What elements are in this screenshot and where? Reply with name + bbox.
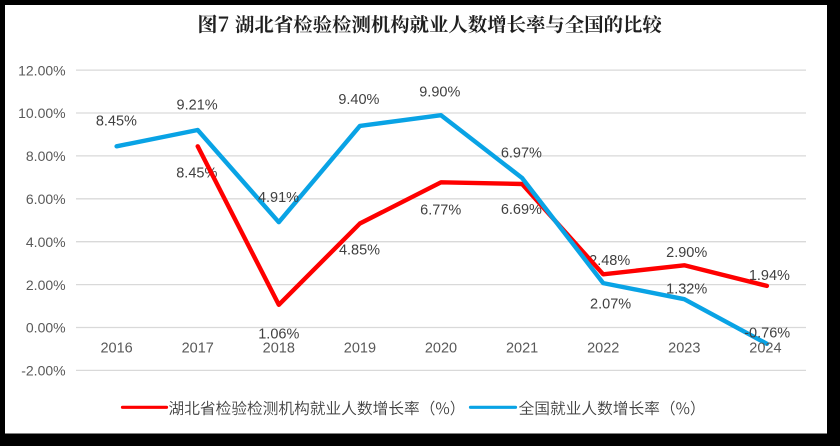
svg-text:2.90%: 2.90% (666, 245, 707, 261)
svg-text:2.00%: 2.00% (26, 277, 66, 293)
svg-text:2017: 2017 (182, 341, 214, 357)
svg-text:2016: 2016 (100, 341, 132, 357)
svg-text:2024: 2024 (749, 341, 781, 357)
svg-text:6.77%: 6.77% (420, 203, 461, 219)
svg-text:6.69%: 6.69% (501, 202, 542, 218)
svg-text:6.97%: 6.97% (501, 145, 542, 161)
svg-text:0.00%: 0.00% (26, 320, 66, 336)
svg-text:4.91%: 4.91% (258, 190, 299, 206)
svg-text:1.94%: 1.94% (749, 268, 790, 284)
svg-text:9.90%: 9.90% (419, 84, 460, 100)
svg-text:8.00%: 8.00% (26, 148, 66, 164)
svg-text:9.40%: 9.40% (338, 92, 379, 108)
svg-text:6.00%: 6.00% (26, 191, 66, 207)
svg-text:1.32%: 1.32% (666, 281, 707, 297)
svg-text:2023: 2023 (668, 341, 700, 357)
svg-text:-0.76%: -0.76% (744, 326, 790, 342)
svg-text:2022: 2022 (587, 341, 619, 357)
svg-text:2020: 2020 (425, 341, 457, 357)
svg-text:1.06%: 1.06% (258, 326, 299, 342)
svg-text:2019: 2019 (344, 341, 376, 357)
svg-text:2018: 2018 (263, 341, 295, 357)
svg-text:10.00%: 10.00% (18, 105, 65, 121)
svg-text:4.85%: 4.85% (339, 243, 380, 259)
svg-text:9.21%: 9.21% (177, 97, 218, 113)
svg-text:-2.00%: -2.00% (21, 363, 65, 379)
svg-text:12.00%: 12.00% (18, 62, 65, 78)
svg-text:2.07%: 2.07% (590, 297, 631, 313)
svg-text:2.48%: 2.48% (589, 253, 630, 269)
svg-text:4.00%: 4.00% (26, 234, 66, 250)
svg-text:8.45%: 8.45% (96, 113, 137, 129)
svg-text:2021: 2021 (506, 341, 538, 357)
